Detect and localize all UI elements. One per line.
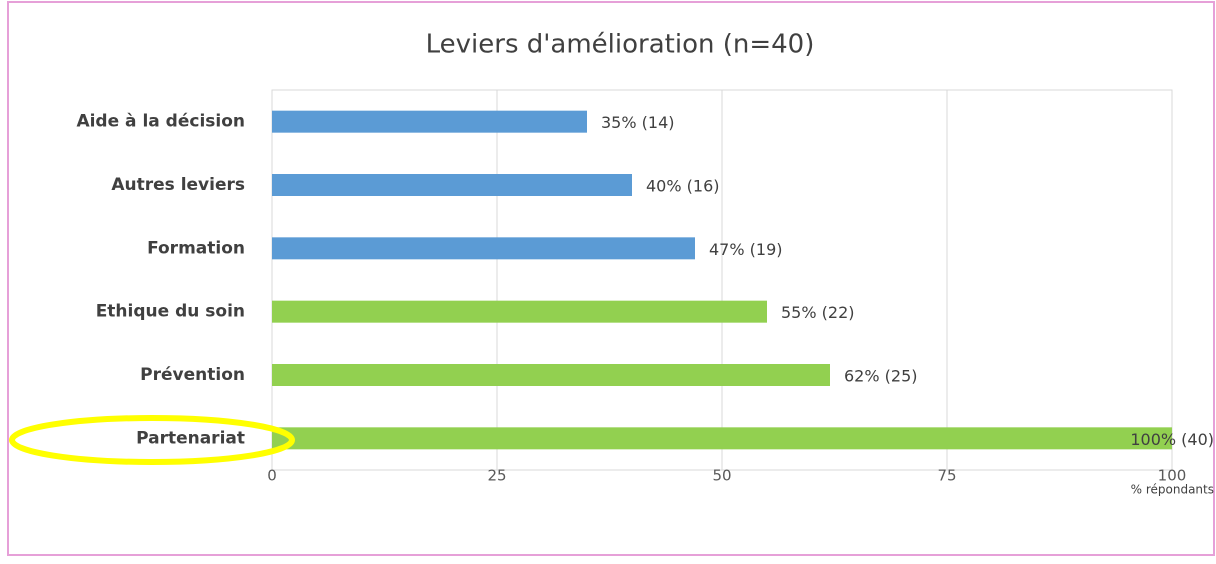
bar bbox=[272, 237, 695, 260]
bar bbox=[272, 174, 632, 196]
x-tick-label: 25 bbox=[487, 467, 506, 485]
category-label: Ethique du soin bbox=[96, 302, 245, 322]
category-label: Aide à la décision bbox=[76, 112, 245, 132]
value-label: 40% (16) bbox=[646, 177, 720, 196]
x-tick-label: 100 bbox=[1158, 467, 1187, 485]
value-label: 47% (19) bbox=[709, 240, 783, 259]
bar bbox=[272, 110, 587, 133]
value-label: 62% (25) bbox=[844, 367, 918, 386]
bar bbox=[272, 300, 767, 323]
category-label: Prévention bbox=[140, 365, 245, 385]
bar bbox=[272, 427, 1172, 450]
x-tick-label: 0 bbox=[267, 467, 277, 485]
x-tick-label: 75 bbox=[937, 467, 956, 485]
value-label: 35% (14) bbox=[601, 113, 675, 132]
frame bbox=[7, 1, 1215, 556]
category-label: Partenariat bbox=[136, 428, 245, 448]
category-label: Autres leviers bbox=[111, 175, 245, 195]
chart-title: Leviers d'amélioration (n=40) bbox=[426, 30, 815, 60]
x-axis-label: % répondants bbox=[1131, 483, 1214, 497]
x-tick-label: 50 bbox=[712, 467, 731, 485]
bar bbox=[272, 364, 830, 386]
value-label: 100% (40) bbox=[1130, 430, 1214, 449]
category-label: Formation bbox=[147, 238, 245, 258]
value-label: 55% (22) bbox=[781, 303, 855, 322]
highlight-ellipse bbox=[9, 415, 295, 465]
